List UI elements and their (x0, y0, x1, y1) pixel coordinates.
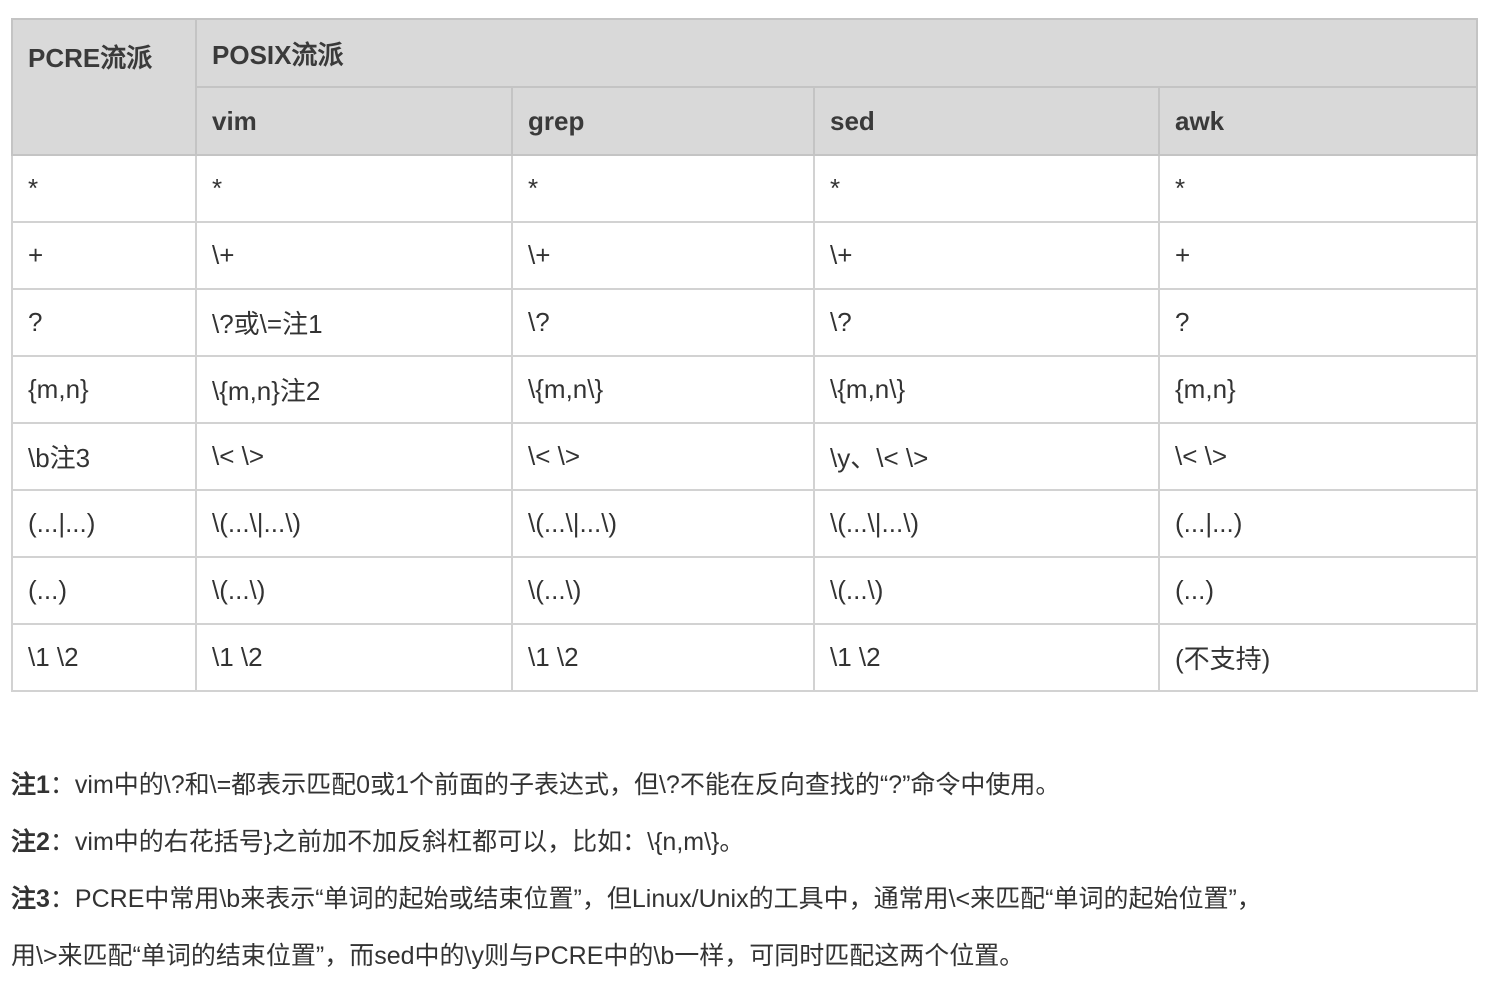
cell-grep: \{m,n\} (511, 355, 815, 424)
cell-sed: \? (813, 288, 1160, 357)
table-row: + \+ \+ \+ + (11, 221, 1479, 290)
cell-vim: * (195, 154, 513, 223)
table-row: ? \?或\=注1 \? \?? (11, 288, 1479, 357)
footnotes: 注1：vim中的\?和\=都表示匹配0或1个前面的子表达式，但\?不能在反向查找… (11, 757, 1491, 985)
cell-pcre: * (11, 154, 197, 223)
cell-grep: * (511, 154, 815, 223)
cell-sed: \{m,n\} (813, 355, 1160, 424)
table-row: * * * * * (11, 154, 1479, 223)
cell-vim: \(...\) (195, 556, 513, 625)
cell-grep: \+ (511, 221, 815, 290)
cell-vim: \1 \2 (195, 623, 513, 692)
header-grep: grep (511, 86, 815, 156)
cell-pcre: (...) (11, 556, 197, 625)
table-row: \1 \2 \1 \2 \1 \2 \1 \2 (不支持) (11, 623, 1479, 692)
cell-grep: \1 \2 (511, 623, 815, 692)
cell-pcre: \1 \2 (11, 623, 197, 692)
cell-awk: (...|...) (1157, 489, 1479, 558)
cell-pcre: + (11, 221, 197, 290)
table-row: {m,n} \{m,n}注2 \{m,n\} \{m,n\} {m,n} (11, 355, 1479, 424)
cell-awk: * (1157, 154, 1479, 223)
cell-sed: \(...\) (813, 556, 1160, 625)
cell-grep: \(...\) (511, 556, 815, 625)
cell-grep: \(...\|...\) (511, 489, 815, 558)
table-row: (...) \(...\) \(...\) \(...\) (...) (11, 556, 1479, 625)
header-vim: vim (195, 86, 513, 156)
footnote: 注2：vim中的右花括号}之前加不加反斜杠都可以，比如：\{n,m\}。 (11, 814, 1491, 871)
table-row: \b注3 \< \> \< \> \y、\< \> \< \> (11, 422, 1479, 491)
header-posix: POSIX流派 (194, 18, 1479, 88)
footnote-text: ：vim中的\?和\=都表示匹配0或1个前面的子表达式，但\?不能在反向查找的“… (49, 771, 1061, 799)
cell-pcre: (...|...) (11, 489, 197, 558)
footnote: 注1：vim中的\?和\=都表示匹配0或1个前面的子表达式，但\?不能在反向查找… (11, 757, 1491, 814)
cell-vim: \+ (195, 221, 513, 290)
cell-vim: \?或\=注1 (195, 288, 513, 357)
cell-vim: \(...\|...\) (195, 489, 513, 558)
footnote-text: 用\>来匹配“单词的结束位置”，而sed中的\y则与PCRE中的\b一样，可同时… (11, 942, 1025, 970)
cell-awk: ? (1157, 288, 1479, 357)
footnote: 用\>来匹配“单词的结束位置”，而sed中的\y则与PCRE中的\b一样，可同时… (11, 928, 1491, 985)
footnote-label: 注3 (11, 885, 50, 913)
cell-awk: + (1157, 221, 1479, 290)
footnote: 注3：PCRE中常用\b来表示“单词的起始或结束位置”，但Linux/Unix的… (11, 871, 1491, 928)
cell-pcre: \b注3 (11, 422, 197, 491)
cell-pcre: ? (11, 288, 197, 357)
cell-vim: \< \> (195, 422, 513, 491)
cell-sed: \y、\< \> (813, 422, 1160, 491)
cell-vim: \{m,n}注2 (195, 355, 513, 424)
header-sed: sed (813, 86, 1160, 156)
cell-grep: \< \> (511, 422, 815, 491)
cell-sed: \+ (813, 221, 1160, 290)
table-row: (...|...) \(...\|...\) \(...\|...\) \(...\|… (11, 489, 1479, 558)
header-awk: awk (1157, 86, 1479, 156)
cell-grep: \? (511, 288, 815, 357)
cell-pcre: {m,n} (11, 355, 197, 424)
cell-sed: \1 \2 (813, 623, 1160, 692)
header-pcre: PCRE流派 (11, 18, 197, 156)
footnote-label: 注2 (11, 828, 50, 856)
footnote-text: ：PCRE中常用\b来表示“单词的起始或结束位置”，但Linux/Unix的工具… (49, 885, 1262, 913)
cell-sed: * (813, 154, 1160, 223)
cell-awk: (...) (1157, 556, 1479, 625)
footnote-text: ：vim中的右花括号}之前加不加反斜杠都可以，比如：\{n,m\}。 (49, 828, 745, 856)
cell-sed: \(...\|...\) (813, 489, 1160, 558)
cell-awk: {m,n} (1157, 355, 1479, 424)
footnote-label: 注1 (11, 771, 50, 799)
cell-awk: (不支持) (1157, 623, 1479, 692)
regex-comparison-table: PCRE流派 POSIX流派 vim grep sed awk * * * * * + \+… (11, 18, 1479, 692)
cell-awk: \< \> (1157, 422, 1479, 491)
